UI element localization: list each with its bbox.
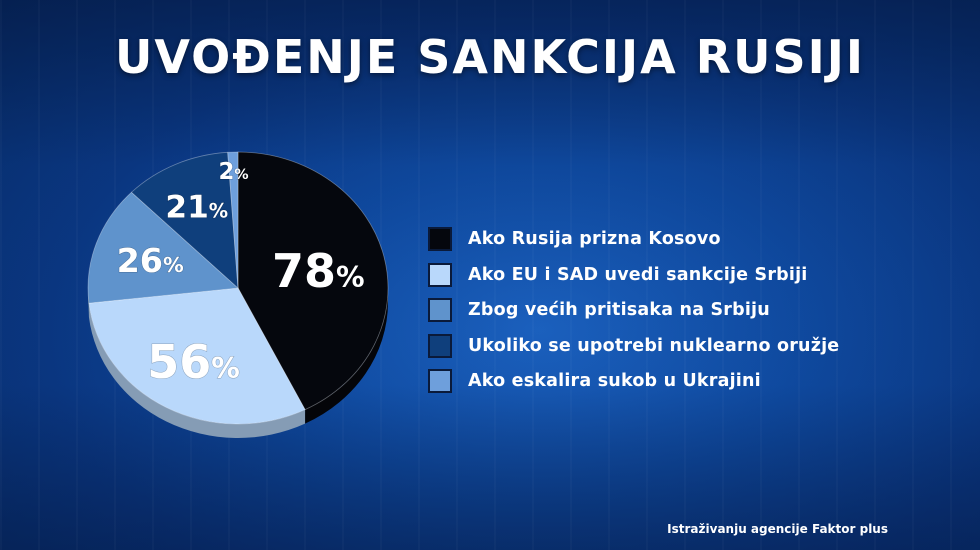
pie-slice: [87, 191, 239, 304]
page-title: UVOĐENJE SANKCIJA RUSIJI: [115, 30, 865, 84]
legend-item: Ako eskalira sukob u Ukrajini: [428, 368, 839, 394]
pie-slice-label: 78%: [272, 244, 365, 298]
source-note: Istraživanju agencije Faktor plus: [667, 522, 888, 536]
pie-slice-side: [88, 303, 306, 438]
legend-swatch: [428, 369, 452, 393]
legend-item: Ukoliko se upotrebi nuklearno oružje: [428, 333, 839, 359]
legend-swatch: [428, 227, 452, 251]
pie-slice: [237, 151, 389, 411]
pie-slice-label: 2%: [219, 159, 249, 185]
pie-slice: [130, 151, 239, 289]
pie-slice-label: 56%: [147, 335, 240, 389]
pie-slice: [88, 287, 306, 425]
legend-item: Ako EU i SAD uvedi sankcije Srbiji: [428, 262, 839, 288]
pie-slice: [227, 151, 239, 289]
pie-slice-label: 21%: [165, 189, 228, 225]
pie-slice-side: [88, 288, 89, 318]
pie-slice-side: [305, 288, 388, 424]
pie-labels: 78% 56% 26% 21% 2%: [116, 159, 365, 390]
pie-slice-label: 26%: [117, 241, 184, 280]
legend-swatch: [428, 333, 452, 358]
legend-label: Ako Rusija prizna Kosovo: [468, 229, 721, 249]
legend-item: Ako Rusija prizna Kosovo: [428, 226, 839, 252]
legend-label: Zbog većih pritisaka na Srbiju: [468, 300, 770, 320]
chart-legend: Ako Rusija prizna Kosovo Ako EU i SAD uv…: [428, 226, 839, 404]
legend-swatch: [428, 298, 452, 322]
legend-label: Ukoliko se upotrebi nuklearno oružje: [468, 335, 840, 356]
pie-depth: [88, 288, 388, 438]
legend-label: Ako EU i SAD uvedi sankcije Srbiji: [468, 264, 808, 285]
pie-slices: [87, 151, 389, 425]
legend-label: Ako eskalira sukob u Ukrajini: [468, 371, 761, 391]
legend-item: Zbog većih pritisaka na Srbiju: [428, 297, 839, 323]
legend-swatch: [428, 262, 452, 287]
